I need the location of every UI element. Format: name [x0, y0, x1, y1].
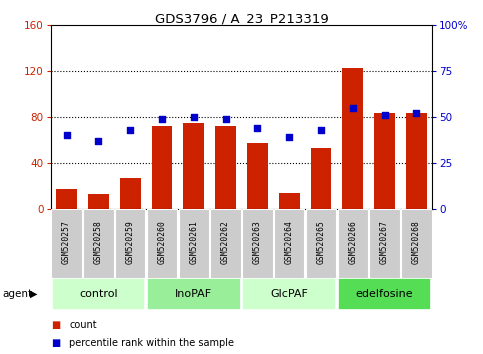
Bar	[369, 209, 400, 278]
Bar	[51, 209, 82, 278]
Text: count: count	[69, 320, 97, 330]
Bar	[338, 278, 431, 310]
Bar	[152, 126, 172, 209]
Text: GlcPAF: GlcPAF	[270, 289, 308, 299]
Text: GSM520258: GSM520258	[94, 220, 103, 264]
Bar	[52, 278, 145, 310]
Bar	[210, 209, 241, 278]
Point	[190, 114, 198, 120]
Text: GSM520268: GSM520268	[412, 220, 421, 264]
Point	[254, 125, 261, 131]
Text: ▶: ▶	[30, 289, 38, 299]
Bar	[247, 143, 268, 209]
Text: GSM520257: GSM520257	[62, 220, 71, 264]
Text: GSM520261: GSM520261	[189, 220, 199, 264]
Point	[285, 134, 293, 140]
Point	[158, 116, 166, 121]
Bar	[83, 209, 114, 278]
Text: GSM520262: GSM520262	[221, 220, 230, 264]
Bar	[242, 278, 336, 310]
Bar	[179, 209, 209, 278]
Text: InoPAF: InoPAF	[175, 289, 213, 299]
Point	[95, 138, 102, 144]
Bar	[306, 209, 336, 278]
Text: GSM520266: GSM520266	[348, 220, 357, 264]
Bar	[147, 278, 241, 310]
Bar	[274, 209, 304, 278]
Bar	[215, 126, 236, 209]
Bar	[342, 69, 363, 209]
Bar	[88, 194, 109, 209]
Text: percentile rank within the sample: percentile rank within the sample	[69, 338, 234, 348]
Point	[412, 110, 420, 116]
Bar	[242, 209, 273, 278]
Bar	[184, 122, 204, 209]
Text: GSM520260: GSM520260	[157, 220, 167, 264]
Text: GSM520259: GSM520259	[126, 220, 135, 264]
Bar	[147, 209, 177, 278]
Text: edelfosine: edelfosine	[356, 289, 413, 299]
Point	[381, 112, 388, 118]
Bar	[401, 209, 432, 278]
Bar	[279, 193, 299, 209]
Point	[317, 127, 325, 132]
Point	[222, 116, 229, 121]
Bar	[115, 209, 145, 278]
Text: GSM520267: GSM520267	[380, 220, 389, 264]
Bar	[374, 113, 395, 209]
Text: GSM520264: GSM520264	[284, 220, 294, 264]
Text: GSM520263: GSM520263	[253, 220, 262, 264]
Bar	[406, 113, 426, 209]
Point	[127, 127, 134, 132]
Text: control: control	[79, 289, 118, 299]
Text: GDS3796 / A_23_P213319: GDS3796 / A_23_P213319	[155, 12, 328, 25]
Text: ■: ■	[51, 338, 60, 348]
Bar	[311, 148, 331, 209]
Bar	[120, 178, 141, 209]
Bar	[338, 209, 368, 278]
Text: agent: agent	[2, 289, 32, 299]
Point	[349, 105, 356, 110]
Text: ■: ■	[51, 320, 60, 330]
Bar	[57, 189, 77, 209]
Text: GSM520265: GSM520265	[316, 220, 326, 264]
Point	[63, 132, 71, 138]
